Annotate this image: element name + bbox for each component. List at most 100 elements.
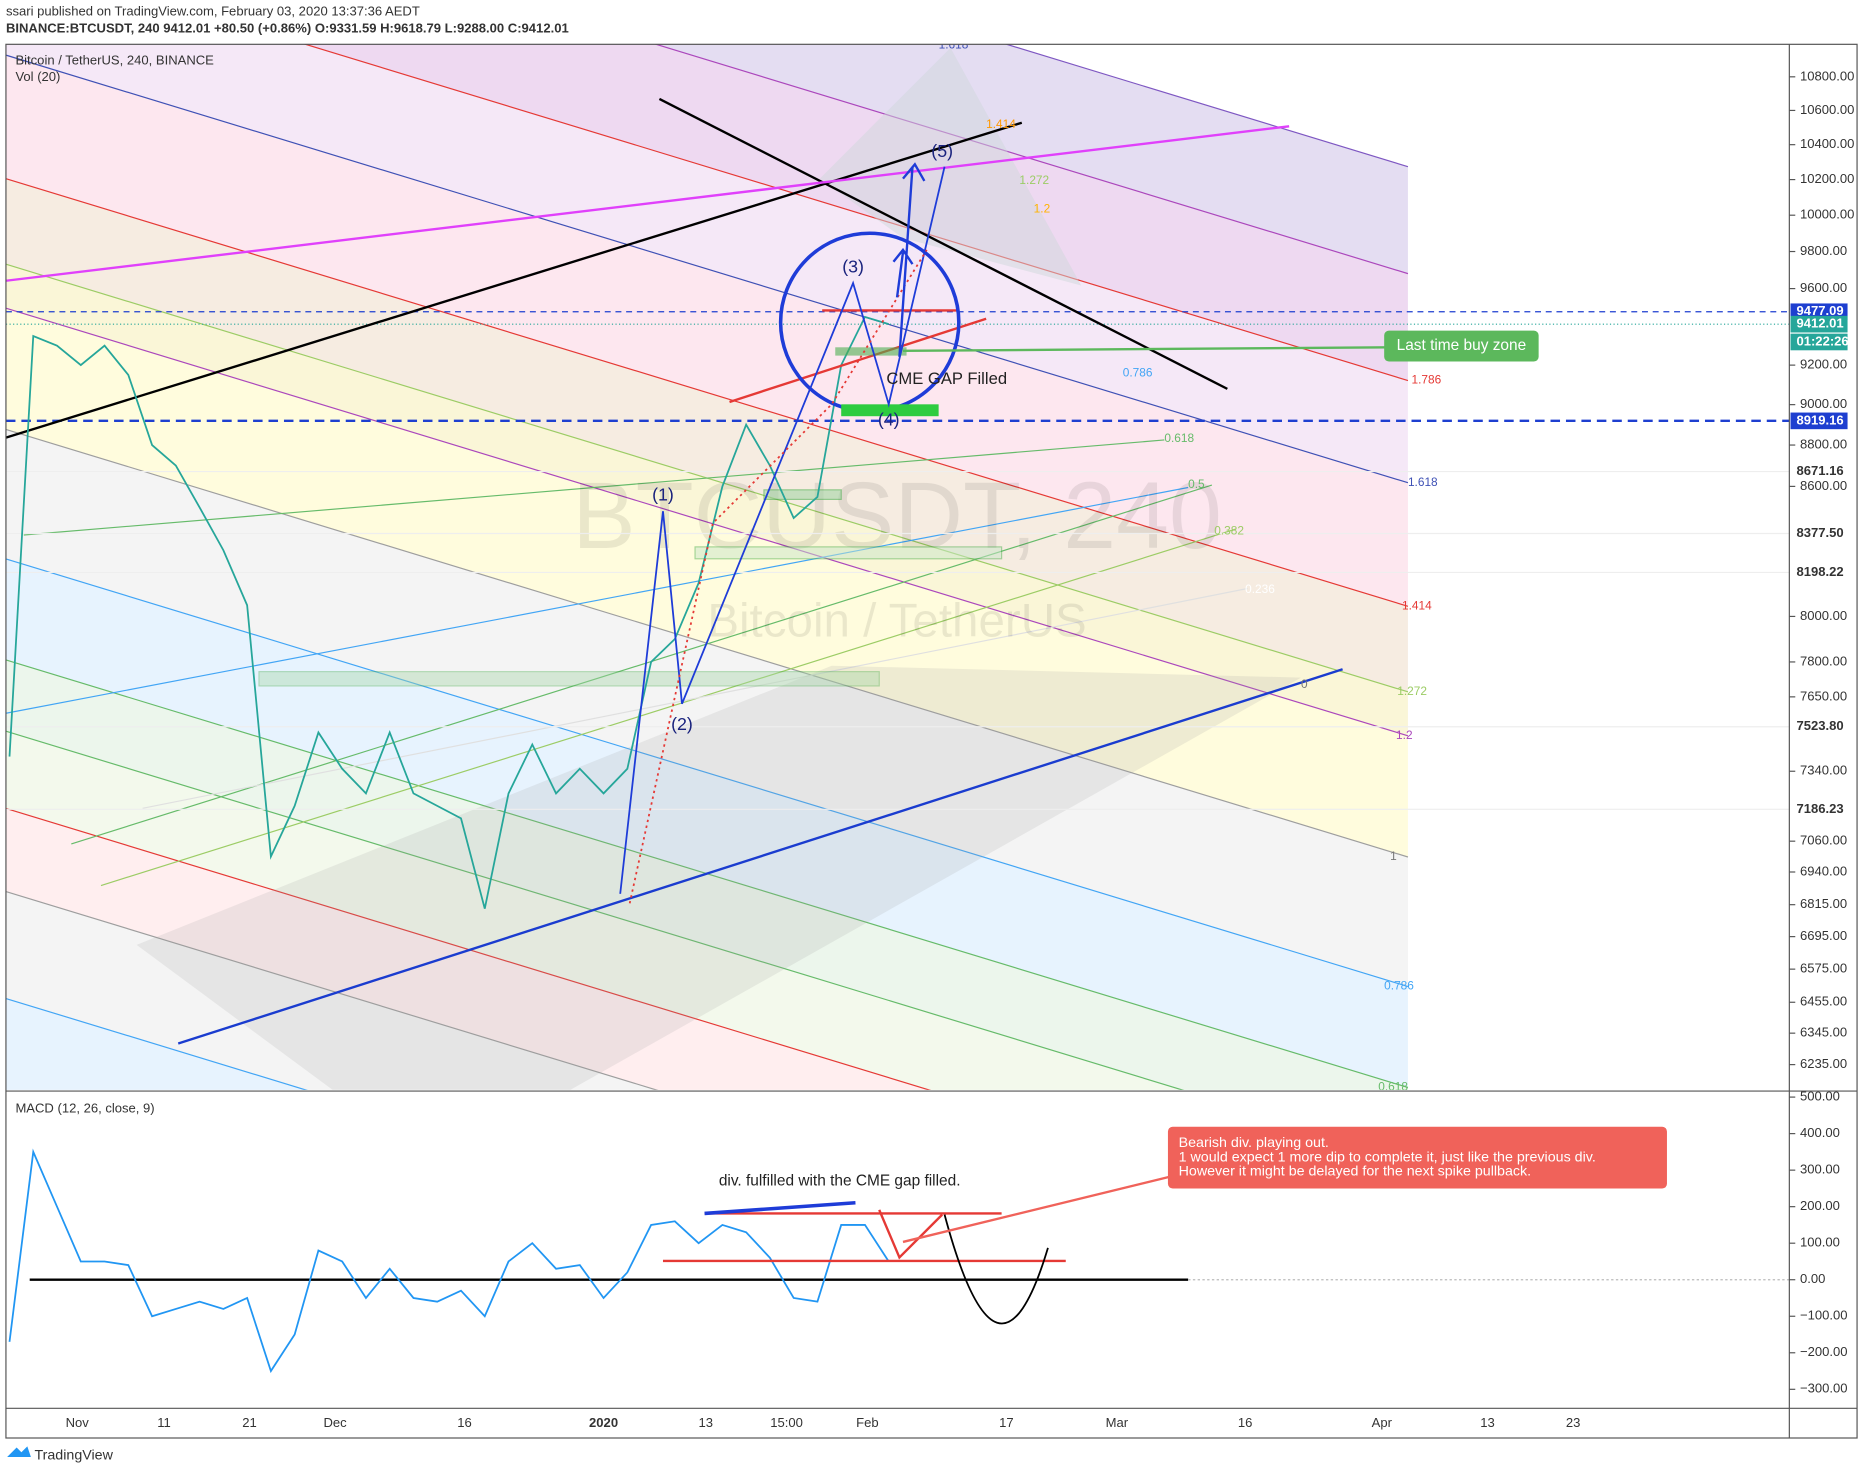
- grey-zone: [136, 665, 1302, 1090]
- x-tick-label: Feb: [856, 1415, 878, 1430]
- fib-band: [5, 264, 1408, 736]
- callout-text: However it might be delayed for the next…: [1179, 1164, 1531, 1180]
- callout-text: 1 would expect 1 more dip to complete it…: [1179, 1149, 1596, 1165]
- overlay: 10800.0010600.0010400.0010200.0010000.00…: [66, 68, 1855, 1430]
- y-tick-label: 10200.00: [1800, 171, 1854, 186]
- y-tick-label: 10800.00: [1800, 68, 1854, 83]
- buy-box: [835, 347, 907, 356]
- y-tick-label: 6695.00: [1800, 928, 1847, 943]
- x-tick-label: 16: [457, 1415, 472, 1430]
- fib-label: 0.236: [1245, 582, 1275, 596]
- watermark-sub: Bitcoin / TetherUS: [707, 595, 1086, 648]
- price-label: 8919.16: [1796, 412, 1843, 427]
- volume-label: Vol (20): [15, 69, 60, 84]
- trend-line: [177, 668, 1343, 1045]
- buy-box: [841, 404, 939, 417]
- wave-line: [619, 166, 946, 894]
- price-label: 9477.09: [1796, 303, 1843, 318]
- x-tick-label: 15:00: [770, 1415, 803, 1430]
- symbol-line: BINANCE:BTCUSDT, 240 9412.01 +80.50 (+0.…: [6, 20, 569, 35]
- price-line: [8, 315, 889, 909]
- div-label: div. fulfilled with the CME gap filled.: [719, 1172, 961, 1189]
- fib-line: [5, 807, 931, 1090]
- callout-text: Bearish div. playing out.: [1179, 1135, 1329, 1151]
- y-tick-label: 10000.00: [1800, 207, 1854, 222]
- price-label: 7523.80: [1796, 718, 1843, 733]
- y-tick-label: 300.00: [1800, 1162, 1840, 1177]
- wave-label: (4): [878, 410, 900, 430]
- y-tick-label: 6575.00: [1800, 961, 1847, 976]
- fib-label: 0: [1301, 677, 1308, 691]
- fib-label: 1.618: [939, 38, 969, 52]
- y-tick-label: 7650.00: [1800, 688, 1847, 703]
- y-tick-label: 6235.00: [1800, 1056, 1847, 1071]
- fib-label: 1.618: [1408, 475, 1438, 489]
- fib-label: 1.414: [1402, 598, 1432, 612]
- price-label: 7186.23: [1796, 801, 1843, 816]
- y-tick-label: 9200.00: [1800, 357, 1847, 372]
- fib-label: 1.272: [1397, 684, 1427, 698]
- zone-box: [258, 671, 880, 687]
- arrow: [892, 162, 926, 357]
- trend-line: [5, 125, 1290, 282]
- author-line: ssari published on TradingView.com, Febr…: [6, 4, 420, 19]
- y-tick-label: 6815.00: [1800, 896, 1847, 911]
- trend-line: [5, 121, 1023, 439]
- price-label: 8671.16: [1796, 463, 1843, 478]
- fib-line: [5, 178, 1409, 607]
- y-tick-label: 500.00: [1800, 1089, 1840, 1104]
- y-tick-label: 200.00: [1800, 1198, 1840, 1213]
- price-label-box: [1790, 315, 1848, 333]
- price-label: 8377.50: [1796, 525, 1843, 540]
- countdown: 01:22:26: [1796, 333, 1848, 348]
- wave-label: (1): [652, 485, 674, 505]
- y-tick-label: 10400.00: [1800, 136, 1854, 151]
- x-tick-label: 13: [698, 1415, 713, 1430]
- y-tick-label: 8800.00: [1800, 437, 1847, 452]
- price-label-box: [1790, 718, 1848, 736]
- fib-label: 0.618: [1378, 1080, 1408, 1094]
- y-tick-label: 9600.00: [1800, 280, 1847, 295]
- wave-dotted: [628, 249, 928, 904]
- div-line: [704, 1200, 856, 1216]
- x-tick-label: 16: [1238, 1415, 1253, 1430]
- fib-line: [1004, 44, 1409, 168]
- buy-zone-label: Last time buy zone: [1397, 337, 1527, 354]
- fib-band: [5, 558, 1408, 1088]
- y-tick-label: 9800.00: [1800, 243, 1847, 258]
- cme-label: CME GAP Filled: [886, 369, 1007, 388]
- red-v: [878, 1209, 944, 1260]
- macd-line: [8, 1148, 890, 1374]
- buy-zone-box: [1384, 330, 1539, 362]
- callout-pointer: [902, 1175, 1171, 1244]
- logo: [7, 1446, 31, 1458]
- chart-title: Bitcoin / TetherUS, 240, BINANCE: [15, 52, 214, 67]
- x-tick-label: 21: [242, 1415, 257, 1430]
- trend-line: [658, 97, 1228, 390]
- y-tick-label: 0.00: [1800, 1271, 1825, 1286]
- y-tick-label: 7800.00: [1800, 653, 1847, 668]
- fib-label: 0.382: [1214, 524, 1244, 538]
- price-label-box: [1790, 800, 1848, 818]
- y-tick-label: 8600.00: [1800, 478, 1847, 493]
- fan-line: [5, 486, 1189, 714]
- price-label: 9412.01: [1796, 316, 1843, 331]
- fib-label: 1.786: [1412, 373, 1442, 387]
- wave-label: (2): [671, 714, 693, 734]
- fib-label: 0.5: [1188, 477, 1205, 491]
- x-tick-label: 23: [1566, 1415, 1581, 1430]
- price-label: 8198.22: [1796, 564, 1843, 579]
- wave-label: (3): [842, 256, 864, 276]
- x-tick-label: Dec: [323, 1415, 347, 1430]
- y-tick-label: −300.00: [1800, 1381, 1848, 1396]
- wave-label: (5): [931, 141, 953, 161]
- fib-band: [5, 178, 1408, 692]
- callout-box: [1167, 1126, 1667, 1189]
- y-tick-label: 9000.00: [1800, 396, 1847, 411]
- zone-box: [694, 546, 1003, 560]
- y-tick-label: 6940.00: [1800, 863, 1847, 878]
- footer-brand: TradingView: [34, 1448, 113, 1464]
- fib-label: 1.2: [1396, 728, 1413, 742]
- x-tick-label: Apr: [1372, 1415, 1393, 1430]
- y-tick-label: 100.00: [1800, 1235, 1840, 1250]
